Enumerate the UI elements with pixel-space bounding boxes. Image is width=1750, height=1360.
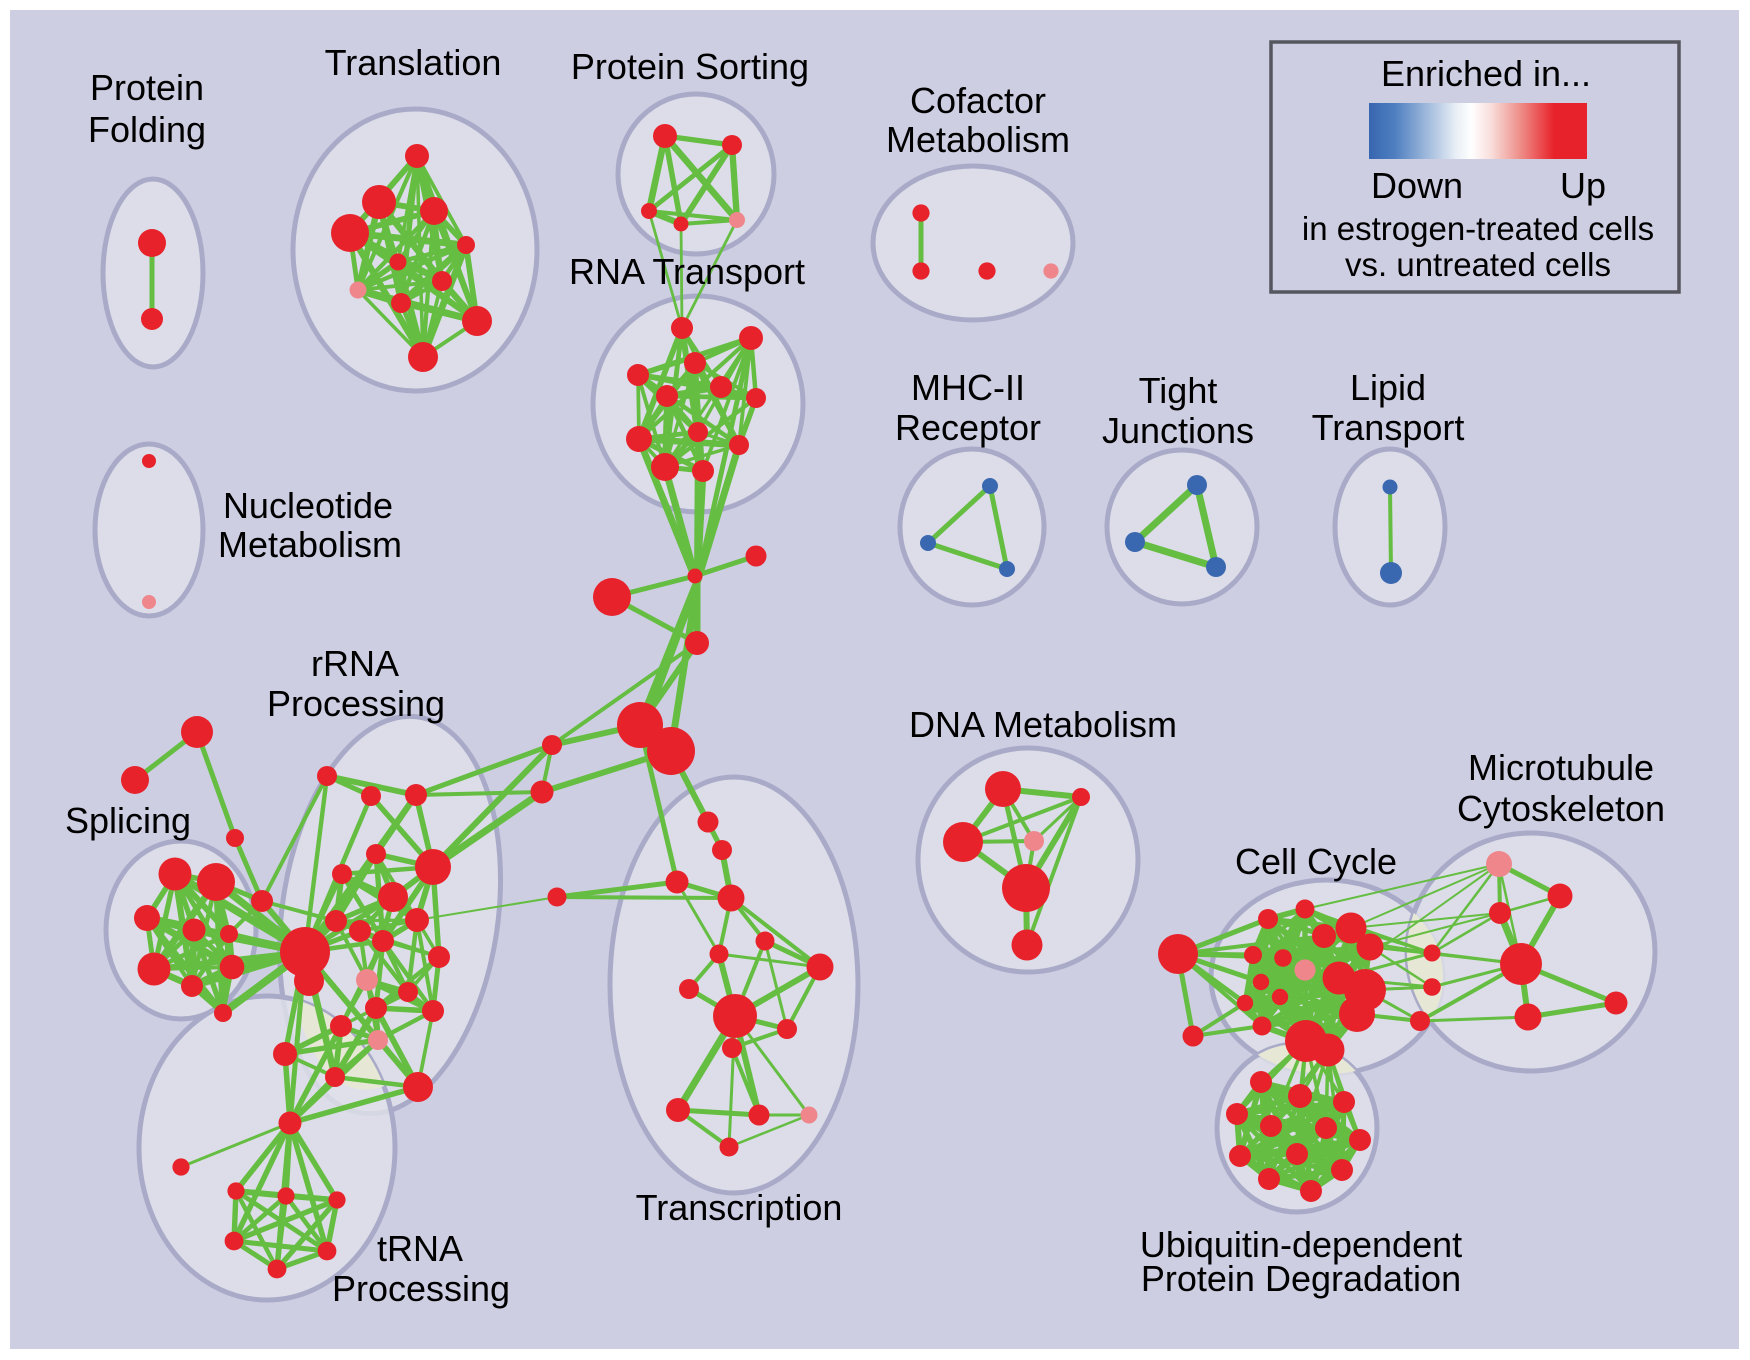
svg-text:Protein Sorting: Protein Sorting [571,46,809,87]
svg-text:Processing: Processing [267,683,445,724]
svg-text:Splicing: Splicing [65,800,191,841]
svg-text:vs. untreated cells: vs. untreated cells [1345,246,1611,283]
svg-text:RNA Transport: RNA Transport [569,251,805,292]
svg-text:Microtubule: Microtubule [1468,747,1654,788]
svg-text:Cytoskeleton: Cytoskeleton [1457,788,1665,829]
svg-text:Down: Down [1371,165,1463,206]
svg-text:Lipid: Lipid [1350,367,1426,408]
svg-text:Protein: Protein [90,67,204,108]
svg-text:Metabolism: Metabolism [218,524,402,565]
svg-text:Protein Degradation: Protein Degradation [1141,1258,1461,1299]
svg-text:Nucleotide: Nucleotide [223,485,393,526]
svg-text:Enriched in...: Enriched in... [1381,53,1591,94]
svg-text:Cell Cycle: Cell Cycle [1235,841,1397,882]
svg-text:Ubiquitin-dependent: Ubiquitin-dependent [1140,1224,1462,1265]
svg-text:Junctions: Junctions [1102,410,1254,451]
svg-text:DNA Metabolism: DNA Metabolism [909,704,1177,745]
svg-text:Folding: Folding [88,109,206,150]
svg-text:MHC-II: MHC-II [911,367,1025,408]
svg-text:Processing: Processing [332,1268,510,1309]
svg-text:Cofactor: Cofactor [910,80,1046,121]
svg-text:Tight: Tight [1139,370,1218,411]
svg-text:tRNA: tRNA [377,1228,463,1269]
svg-text:Transport: Transport [1312,407,1465,448]
svg-text:Metabolism: Metabolism [886,119,1070,160]
svg-text:Up: Up [1560,165,1606,206]
svg-text:Receptor: Receptor [895,407,1041,448]
svg-text:rRNA: rRNA [311,643,399,684]
svg-text:Transcription: Transcription [636,1187,843,1228]
svg-text:in estrogen-treated cells: in estrogen-treated cells [1302,210,1654,247]
svg-text:Translation: Translation [325,42,502,83]
